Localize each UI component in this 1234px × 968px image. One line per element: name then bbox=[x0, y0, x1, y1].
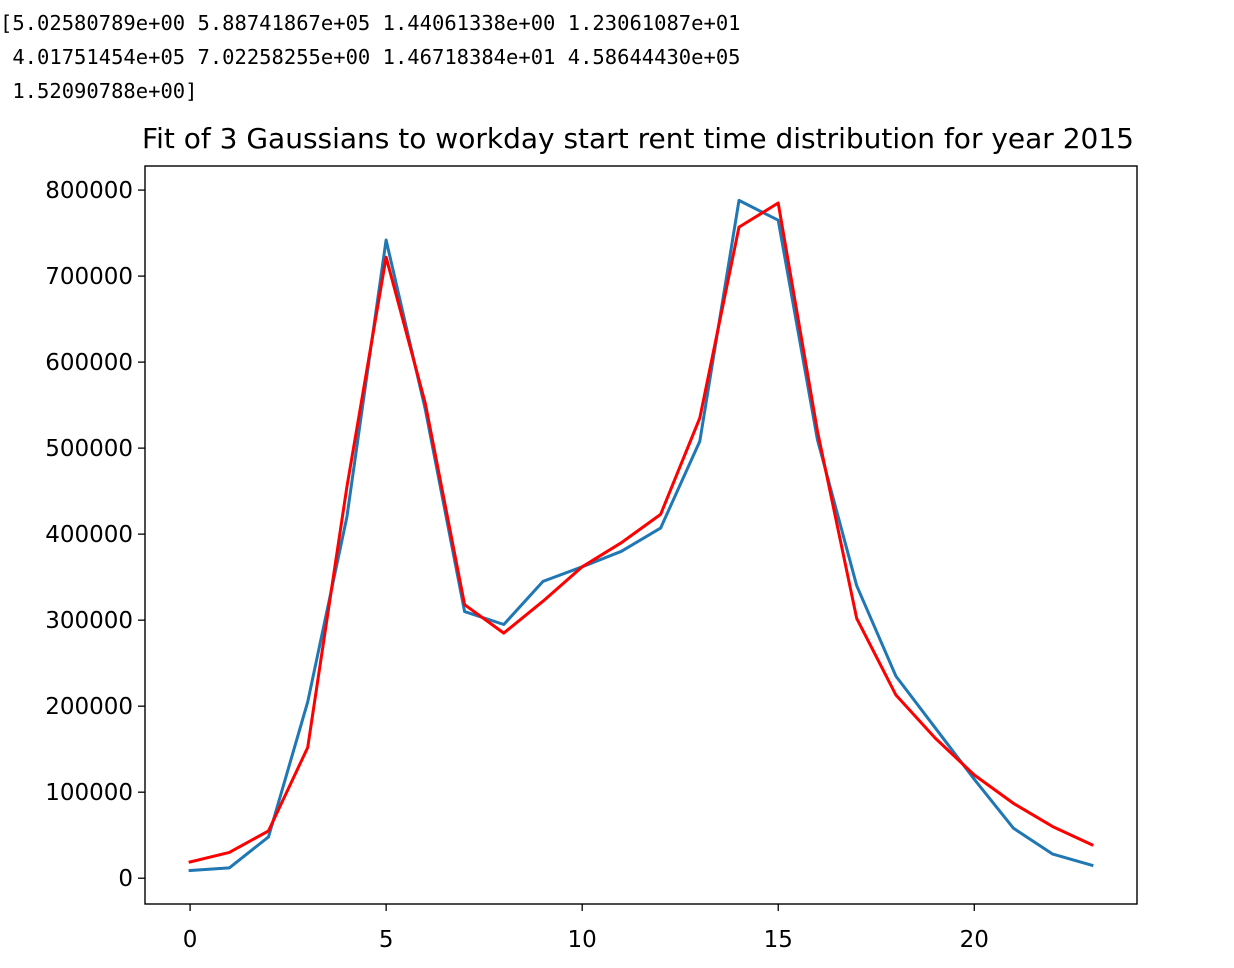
y-axis: 0 100000 200000 300000 400000 500000 600000 700… bbox=[45, 178, 145, 892]
y-tick-label: 500000 bbox=[45, 436, 133, 462]
y-tick-label: 200000 bbox=[45, 694, 133, 720]
y-tick-label: 400000 bbox=[45, 522, 133, 548]
y-tick-label: 600000 bbox=[45, 350, 133, 376]
output-line: 1.52090788e+00] bbox=[0, 79, 198, 103]
y-tick-label: 0 bbox=[118, 866, 133, 892]
y-tick-label: 700000 bbox=[45, 264, 133, 290]
output-line: [5.02580789e+00 5.88741867e+05 1.4406133… bbox=[0, 11, 741, 35]
y-tick-label: 300000 bbox=[45, 608, 133, 634]
x-tick-label: 10 bbox=[568, 927, 597, 953]
y-tick-label: 800000 bbox=[45, 178, 133, 204]
x-tick-label: 5 bbox=[379, 927, 394, 953]
x-tick-label: 0 bbox=[183, 927, 198, 953]
printed-array-output: [5.02580789e+00 5.88741867e+05 1.4406133… bbox=[0, 6, 741, 108]
series-lines bbox=[188, 198, 1094, 873]
x-tick-label: 15 bbox=[764, 927, 793, 953]
chart-title: Fit of 3 Gaussians to workday start rent… bbox=[142, 122, 1134, 155]
series-line-1 bbox=[188, 198, 1094, 873]
plot-area-frame bbox=[144, 165, 1138, 905]
output-line: 4.01751454e+05 7.02258255e+00 1.46718384… bbox=[0, 45, 741, 69]
y-tick-label: 100000 bbox=[45, 780, 133, 806]
series-line-2 bbox=[188, 201, 1094, 864]
x-axis: 0 5 10 15 20 bbox=[183, 904, 989, 953]
x-tick-label: 20 bbox=[960, 927, 989, 953]
